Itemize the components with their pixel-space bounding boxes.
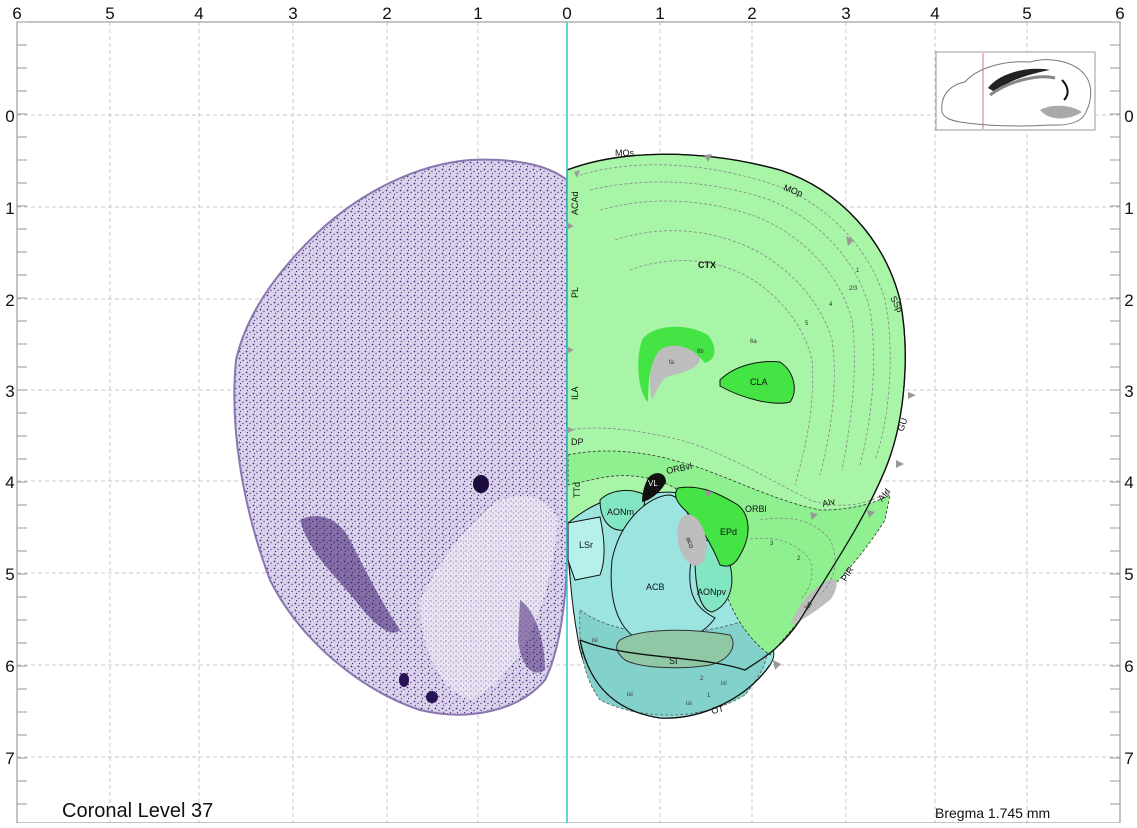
label-fa: fa	[669, 360, 675, 366]
label-ctx: CTX	[698, 260, 716, 270]
layer-label: 3	[770, 541, 774, 547]
top-axis-label: 2	[747, 4, 756, 23]
label-dp: DP	[571, 437, 584, 447]
top-axis-label: 2	[382, 4, 391, 23]
top-axis-label: 0	[562, 4, 571, 23]
boundary-markers	[566, 154, 916, 670]
cortical-layer-boundaries	[567, 164, 891, 601]
top-axis-label: 5	[105, 4, 114, 23]
side-axis-label: 3	[1124, 382, 1133, 401]
layer-label: 1	[707, 693, 711, 699]
label-lot: lot	[804, 601, 814, 611]
side-axis-label: 4	[1124, 473, 1133, 492]
label-pl: PL	[570, 287, 580, 298]
side-axis-left: 0 1 2 3 4 5 6 7	[5, 107, 14, 768]
region-labels: MOs MOp SSp GU AId AIv PIR lot OT ACAd P…	[570, 148, 909, 716]
top-axis: 6 5 4 3 2 1 0 1 2 3 4 5 6	[12, 4, 1124, 23]
plate-caption: Coronal Level 37	[62, 800, 214, 822]
top-axis-label: 4	[194, 4, 203, 23]
atlas-hemisphere: MOs MOp SSp GU AId AIv PIR lot OT ACAd P…	[566, 148, 916, 719]
top-axis-label: 6	[12, 4, 21, 23]
top-axis-label: 6	[1115, 4, 1124, 23]
label-ila: ILA	[570, 386, 580, 400]
top-axis-label: 3	[288, 4, 297, 23]
label-ot: OT	[710, 703, 725, 715]
label-aiv: AIv	[821, 496, 837, 509]
label-acad: ACAd	[570, 191, 580, 215]
layer-label: 4	[829, 302, 833, 308]
side-axis-label: 5	[1124, 565, 1133, 584]
side-axis-label: 7	[5, 749, 14, 768]
side-axis-label: 2	[1124, 291, 1133, 310]
layer-label: 1	[856, 268, 860, 274]
label-isl: isl	[721, 681, 727, 687]
label-aco: aco	[684, 536, 694, 549]
axis-ticks	[17, 21, 1120, 805]
label-si: SI	[669, 656, 678, 666]
layer-label: 2/3	[849, 286, 858, 292]
side-axis-label: 6	[1124, 657, 1133, 676]
label-ttd: TTd	[572, 482, 582, 498]
sagittal-thumbnail	[935, 51, 1096, 131]
label-cla: CLA	[750, 377, 768, 387]
side-axis-label: 3	[5, 382, 14, 401]
label-6b: 6b	[697, 349, 704, 355]
label-isl: isl	[627, 692, 633, 698]
top-axis-label: 1	[473, 4, 482, 23]
nissl-hemisphere	[233, 158, 568, 716]
label-isl: isl	[686, 701, 692, 707]
top-axis-label: 3	[841, 4, 850, 23]
label-epd: EPd	[720, 527, 737, 537]
side-axis-label: 5	[5, 565, 14, 584]
label-orbl: ORBl	[745, 504, 767, 514]
side-axis-label: 0	[5, 107, 14, 126]
label-aonpv: AONpv	[697, 587, 727, 597]
top-axis-label: 4	[930, 4, 939, 23]
side-axis-label: 2	[5, 291, 14, 310]
side-axis-label: 7	[1124, 749, 1133, 768]
label-gu: GU	[895, 417, 909, 433]
label-6a: 6a	[750, 339, 757, 345]
label-lsr: LSr	[579, 540, 593, 550]
top-axis-label: 5	[1022, 4, 1031, 23]
side-axis-label: 1	[1124, 199, 1133, 218]
side-axis-label: 6	[5, 657, 14, 676]
side-axis-right: 0 1 2 3 4 5 6 7	[1124, 107, 1133, 768]
layer-label: 2	[797, 556, 801, 562]
side-axis-label: 4	[5, 473, 14, 492]
bregma-readout: Bregma 1.745 mm	[935, 805, 1051, 821]
label-aonm: AONm	[607, 507, 634, 517]
side-axis-label: 0	[1124, 107, 1133, 126]
layer-label: 5	[805, 321, 809, 327]
side-axis-label: 1	[5, 199, 14, 218]
layer-label: 2	[700, 676, 704, 682]
label-vl: VL	[648, 479, 658, 488]
label-isl: isl	[592, 638, 598, 644]
label-mos: MOs	[615, 148, 634, 158]
label-acb: ACB	[646, 582, 665, 592]
top-axis-label: 1	[655, 4, 664, 23]
